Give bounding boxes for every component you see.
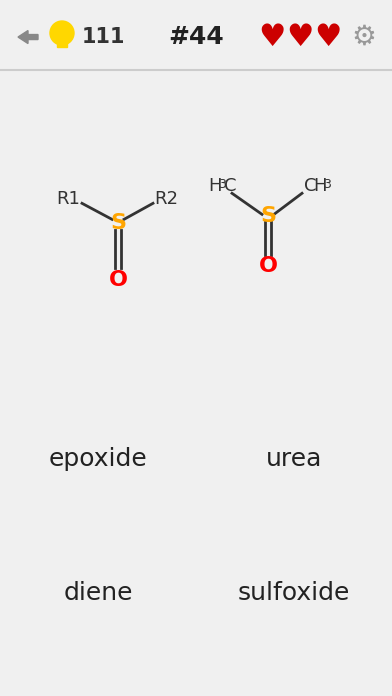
Text: C: C bbox=[224, 177, 236, 196]
Text: S: S bbox=[260, 206, 276, 226]
Text: S: S bbox=[110, 214, 126, 233]
Text: R1: R1 bbox=[56, 190, 80, 208]
Text: ♥: ♥ bbox=[258, 22, 286, 52]
FancyArrow shape bbox=[18, 31, 38, 44]
Text: ⚙: ⚙ bbox=[352, 23, 376, 51]
Text: ♥: ♥ bbox=[314, 22, 342, 52]
Text: #44: #44 bbox=[168, 25, 224, 49]
Text: 111: 111 bbox=[82, 27, 125, 47]
Text: 3: 3 bbox=[323, 178, 331, 191]
Text: 3: 3 bbox=[218, 178, 226, 191]
Text: diene: diene bbox=[63, 581, 133, 605]
Text: H: H bbox=[208, 177, 221, 196]
Circle shape bbox=[50, 21, 74, 45]
Text: urea: urea bbox=[266, 447, 322, 470]
Text: sulfoxide: sulfoxide bbox=[238, 581, 350, 605]
Text: O: O bbox=[258, 256, 278, 276]
Text: R2: R2 bbox=[154, 190, 178, 208]
Text: H: H bbox=[313, 177, 327, 196]
Bar bbox=[57, 42, 67, 47]
Text: C: C bbox=[304, 177, 316, 196]
Text: O: O bbox=[109, 271, 127, 290]
Text: ♥: ♥ bbox=[286, 22, 314, 52]
Text: epoxide: epoxide bbox=[49, 447, 147, 470]
